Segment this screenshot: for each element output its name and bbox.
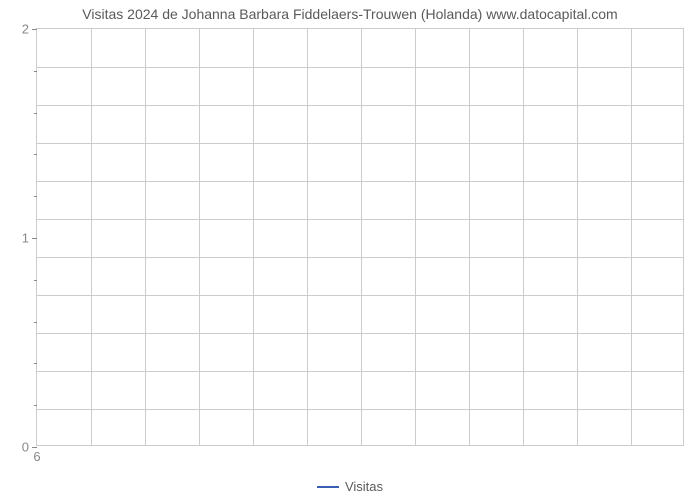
grid-line-horizontal [37, 181, 683, 182]
grid-line-vertical [91, 29, 92, 445]
grid-line-horizontal [37, 219, 683, 220]
y-axis-tick-mark [32, 29, 37, 30]
y-axis-tick-mark [32, 238, 37, 239]
grid-line-vertical [199, 29, 200, 445]
grid-line-horizontal [37, 333, 683, 334]
grid-line-horizontal [37, 67, 683, 68]
grid-line-vertical [577, 29, 578, 445]
legend-label: Visitas [345, 479, 383, 494]
plot-area: 0126 [36, 28, 684, 446]
chart-container: Visitas 2024 de Johanna Barbara Fiddelae… [0, 0, 700, 500]
grid-line-vertical [415, 29, 416, 445]
legend-swatch [317, 486, 339, 488]
legend: Visitas [0, 478, 700, 494]
y-axis-minor-tick-mark [34, 363, 37, 364]
grid-line-horizontal [37, 409, 683, 410]
grid-line-horizontal [37, 105, 683, 106]
grid-line-vertical [523, 29, 524, 445]
grid-line-horizontal [37, 257, 683, 258]
grid-line-vertical [631, 29, 632, 445]
grid-line-horizontal [37, 371, 683, 372]
y-axis-minor-tick-mark [34, 196, 37, 197]
grid-line-vertical [361, 29, 362, 445]
grid-line-vertical [307, 29, 308, 445]
y-axis-minor-tick-mark [34, 71, 37, 72]
grid-line-vertical [145, 29, 146, 445]
x-axis-tick-label: 6 [33, 445, 40, 464]
grid-line-horizontal [37, 143, 683, 144]
y-axis-minor-tick-mark [34, 405, 37, 406]
grid-line-vertical [253, 29, 254, 445]
y-axis-minor-tick-mark [34, 154, 37, 155]
y-axis-minor-tick-mark [34, 280, 37, 281]
grid-line-horizontal [37, 295, 683, 296]
y-axis-minor-tick-mark [34, 113, 37, 114]
y-axis-minor-tick-mark [34, 322, 37, 323]
chart-title: Visitas 2024 de Johanna Barbara Fiddelae… [0, 6, 700, 22]
grid-line-vertical [469, 29, 470, 445]
